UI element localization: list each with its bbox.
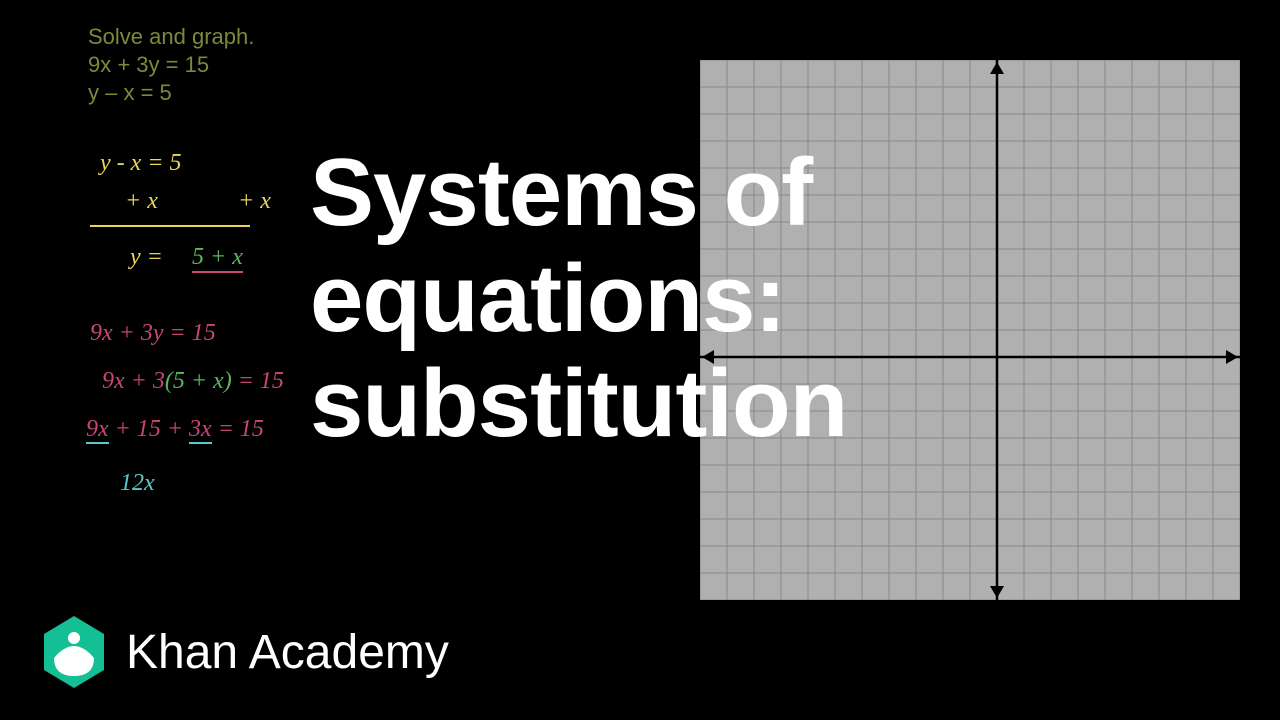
hw-line4: 9x + 3y = 15 bbox=[90, 320, 216, 347]
hw-line2-right: + x bbox=[238, 188, 271, 215]
hw-line6-c: 3x bbox=[189, 416, 212, 444]
hw-line1: y - x = 5 bbox=[100, 150, 182, 177]
hw-division-line bbox=[90, 225, 250, 227]
title-line3: substitution bbox=[310, 351, 847, 457]
video-title: Systems of equations: substitution bbox=[310, 140, 847, 457]
title-line1: Systems of bbox=[310, 140, 847, 246]
hw-line5-b: (5 + x) bbox=[165, 368, 232, 394]
hw-line3-left: y = bbox=[130, 244, 163, 271]
brand-name: Khan Academy bbox=[126, 625, 449, 680]
hw-line5-c: = 15 bbox=[232, 368, 284, 394]
hw-line6-a: 9x bbox=[86, 416, 109, 444]
problem-eq1: 9x + 3y = 15 bbox=[88, 50, 209, 81]
hw-line3-right: 5 + x bbox=[192, 244, 243, 273]
brand-logo: Khan Academy bbox=[40, 614, 449, 690]
title-line2: equations: bbox=[310, 246, 847, 352]
hw-line6: 9x + 15 + 3x = 15 bbox=[86, 416, 264, 443]
problem-eq2: y – x = 5 bbox=[88, 78, 172, 109]
hw-line6-b: + 15 + bbox=[109, 416, 189, 442]
problem-instruction: Solve and graph. bbox=[88, 22, 254, 53]
logo-hex-icon bbox=[40, 614, 108, 690]
hw-line5: 9x + 3(5 + x) = 15 bbox=[102, 368, 284, 395]
hw-line2-left: + x bbox=[125, 188, 158, 215]
hw-line7: 12x bbox=[120, 470, 155, 497]
hw-line5-a: 9x + 3 bbox=[102, 368, 165, 394]
hw-line6-d: = 15 bbox=[212, 416, 264, 442]
